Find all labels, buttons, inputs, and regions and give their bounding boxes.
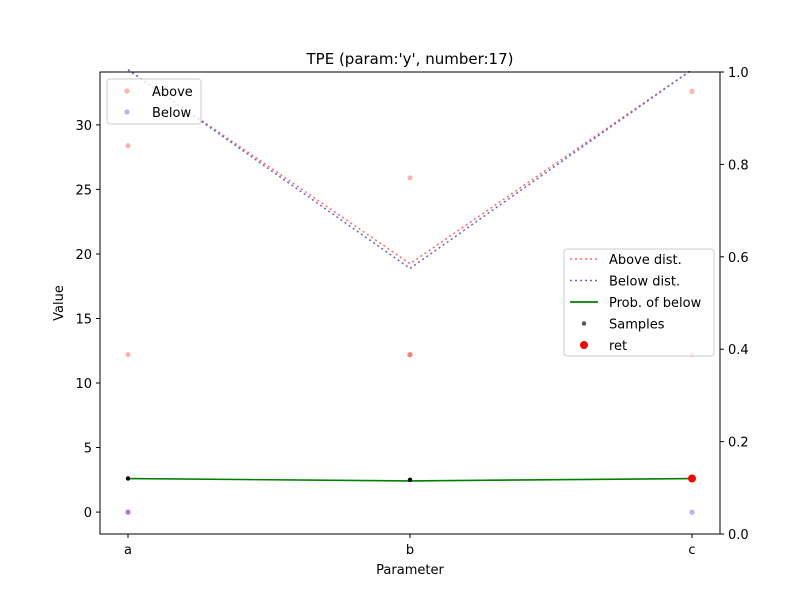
plot-marks: [125, 69, 696, 515]
legend-marker: [124, 109, 130, 115]
above-dist-line: [127, 69, 693, 265]
y-tick-label: 20: [75, 248, 92, 263]
x-tick-label: c: [688, 543, 695, 558]
legend-label: Samples: [609, 318, 665, 333]
x-tick-label: b: [406, 543, 414, 558]
legend-upper-left: Above Below: [106, 78, 202, 125]
chart-title: TPE (param:'y', number:17): [306, 50, 514, 68]
above-point: [407, 352, 413, 358]
legend-marker: [124, 88, 130, 94]
ret-point: [688, 474, 696, 483]
y-tick-label: 10: [75, 377, 92, 392]
y-tick-label: 25: [75, 183, 92, 198]
legend-label: Below: [152, 106, 191, 121]
legend-marker: [580, 341, 588, 349]
y2-tick-label: 0.6: [728, 251, 749, 266]
above-point: [125, 509, 131, 515]
y-tick-label: 5: [84, 442, 92, 457]
above-point: [407, 175, 413, 181]
legend-label: Above: [152, 85, 193, 100]
y2-tick-label: 0.8: [728, 158, 749, 173]
above-point: [125, 352, 131, 358]
y2-tick-label: 0.4: [728, 343, 749, 358]
legend-label: Below dist.: [609, 275, 680, 290]
legend-label: Above dist.: [609, 253, 682, 268]
legend-center-right: Above dist. Below dist. Prob. of below Samp…: [563, 248, 715, 357]
below-point: [689, 509, 695, 515]
below-point: [125, 509, 131, 515]
legend-box: [106, 78, 202, 125]
y-tick-label: 0: [84, 506, 92, 521]
y2-tick-label: 0.2: [728, 436, 749, 451]
legend-label: ret: [609, 339, 627, 354]
x-axis-label: Parameter: [376, 563, 444, 578]
above-point: [125, 143, 131, 149]
y2-tick-label: 1.0: [728, 66, 749, 81]
legend-marker: [581, 321, 587, 326]
sample-point: [125, 476, 131, 481]
above-point: [407, 352, 413, 358]
axes-group: 0 5 10 15 20 25 30 0.0 0.2 0.4 0.6 0.8 1.0 a b c: [75, 66, 748, 558]
y-tick-label: 15: [75, 313, 92, 328]
legend-label: Prob. of below: [609, 296, 702, 311]
legend-box: [563, 248, 715, 357]
y2-tick-label: 0.0: [728, 528, 749, 543]
x-tick-label: a: [124, 543, 132, 558]
y-axis-label: Value: [52, 285, 67, 321]
y-tick-label: 30: [75, 119, 92, 134]
sample-point: [407, 477, 413, 482]
above-point: [689, 88, 695, 94]
